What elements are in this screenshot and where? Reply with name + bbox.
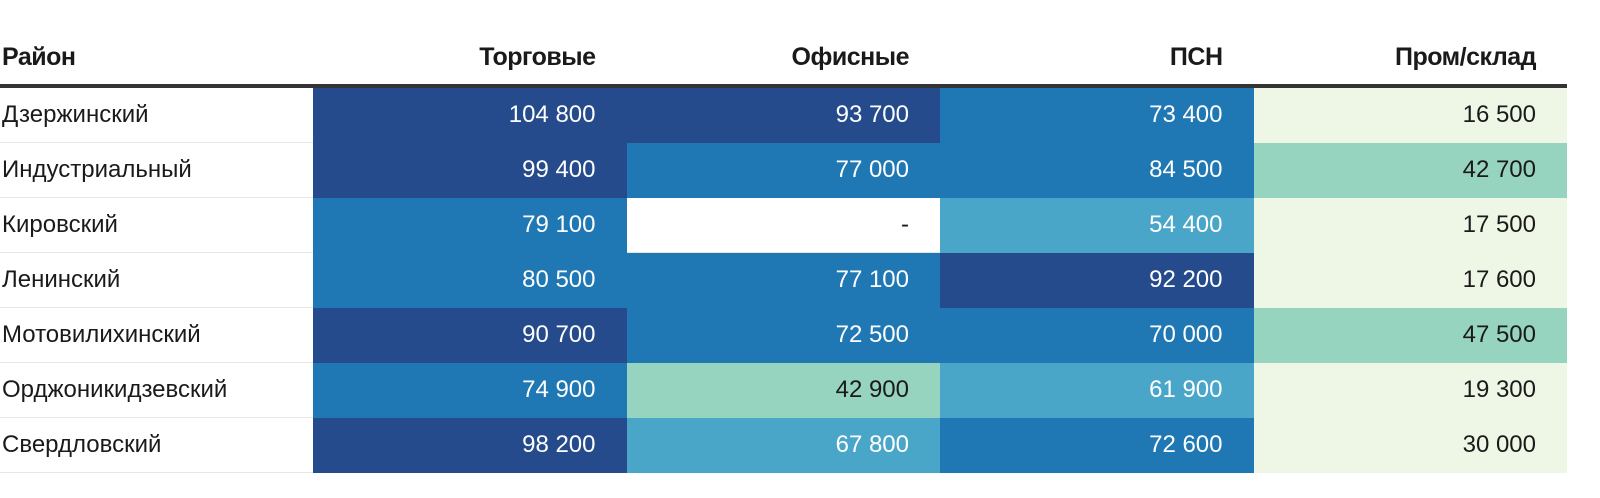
heatmap-cell: 72 500 — [626, 307, 940, 363]
table-row: Кировский 79 100-54 400 17 500 — [0, 197, 1567, 253]
table-row: Дзержинский 104 800 93 700 73 400 16 500 — [0, 86, 1567, 143]
heatmap-cell: 16 500 — [1253, 86, 1567, 143]
table-row: Мотовилихинский 90 700 72 500 70 000 47 500 — [0, 307, 1567, 363]
heatmap-cell: 30 000 — [1253, 417, 1567, 473]
heatmap-cell: 47 500 — [1253, 307, 1567, 363]
heatmap-cell: 74 900 — [313, 362, 627, 418]
heatmap-cell: 93 700 — [626, 86, 940, 143]
heatmap-cell: 54 400 — [940, 197, 1254, 253]
district-name: Ленинский — [0, 252, 313, 308]
heatmap-cell: 80 500 — [313, 252, 627, 308]
heatmap-cell: 79 100 — [313, 197, 627, 253]
heatmap-cell: 98 200 — [313, 417, 627, 473]
heatmap-cell: 99 400 — [313, 142, 627, 198]
heatmap-cell: 90 700 — [313, 307, 627, 363]
heatmap-cell: 84 500 — [940, 142, 1254, 198]
heatmap-cell: 17 500 — [1253, 197, 1567, 253]
heatmap-cell: 72 600 — [940, 417, 1254, 473]
column-header: Пром/склад — [1253, 30, 1567, 88]
heatmap-cell: 104 800 — [313, 86, 627, 143]
heatmap-cell: 70 000 — [940, 307, 1254, 363]
heatmap-table: Район Торговые Офисные ПСН Пром/склад Дзержи… — [0, 30, 1567, 473]
column-header: ПСН — [940, 30, 1254, 88]
heatmap-cell: - — [626, 197, 940, 253]
heatmap-cell: 42 700 — [1253, 142, 1567, 198]
table-row: Орджоникидзевский 74 900 42 900 61 900 19 30… — [0, 362, 1567, 418]
district-name: Орджоникидзевский — [0, 362, 313, 418]
heatmap-cell: 77 000 — [626, 142, 940, 198]
column-header: Офисные — [626, 30, 940, 88]
district-name: Кировский — [0, 197, 313, 253]
district-name: Индустриальный — [0, 142, 313, 198]
heatmap-cell: 42 900 — [626, 362, 940, 418]
header-row: Район Торговые Офисные ПСН Пром/склад — [0, 30, 1567, 88]
district-name: Свердловский — [0, 417, 313, 473]
district-name: Мотовилихинский — [0, 307, 313, 363]
heatmap-cell: 77 100 — [626, 252, 940, 308]
table-row: Свердловский 98 200 67 800 72 600 30 000 — [0, 417, 1567, 473]
heatmap-cell: 73 400 — [940, 86, 1254, 143]
heatmap-cell: 67 800 — [626, 417, 940, 473]
table-row: Индустриальный 99 400 77 000 84 500 42 700 — [0, 142, 1567, 198]
table-row: Ленинский 80 500 77 100 92 200 17 600 — [0, 252, 1567, 308]
heatmap-cell: 19 300 — [1253, 362, 1567, 418]
heatmap-cell: 61 900 — [940, 362, 1254, 418]
heatmap-cell: 92 200 — [940, 252, 1254, 308]
district-name: Дзержинский — [0, 86, 313, 143]
heatmap-cell: 17 600 — [1253, 252, 1567, 308]
column-header: Район — [0, 30, 313, 88]
column-header: Торговые — [313, 30, 627, 88]
